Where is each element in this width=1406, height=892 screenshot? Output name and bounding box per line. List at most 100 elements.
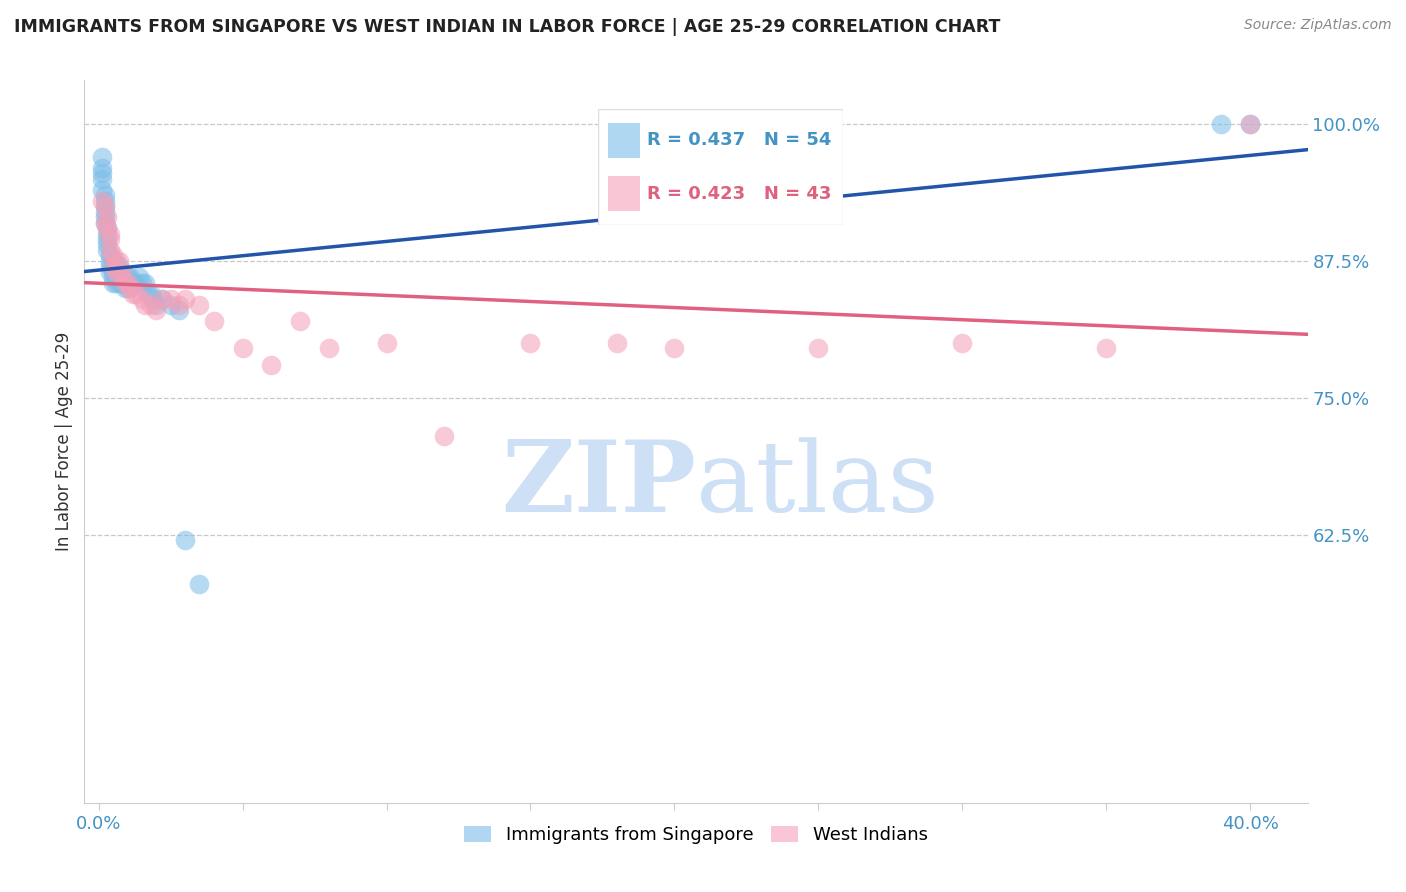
Point [159, 298, 181, 312]
Point [128, 270, 150, 285]
Point [1211, 117, 1233, 131]
Point [174, 533, 197, 547]
Point [90, 194, 112, 208]
Point [111, 276, 134, 290]
Point [96, 243, 118, 257]
Point [117, 270, 139, 285]
Point [318, 342, 340, 356]
Point [108, 276, 131, 290]
Point [433, 429, 456, 443]
Point [90, 161, 112, 175]
Legend: Immigrants from Singapore, West Indians: Immigrants from Singapore, West Indians [457, 819, 935, 852]
Point [131, 276, 153, 290]
Point [96, 221, 118, 235]
Point [188, 298, 211, 312]
Point [98, 248, 121, 262]
Point [134, 276, 156, 290]
Point [117, 281, 139, 295]
Point [98, 243, 121, 257]
Point [125, 286, 148, 301]
Point [98, 227, 121, 241]
Point [150, 292, 173, 306]
Point [1239, 117, 1261, 131]
Point [134, 298, 156, 312]
Point [101, 260, 124, 274]
Point [108, 253, 131, 268]
Point [519, 336, 541, 351]
Point [1239, 117, 1261, 131]
Point [93, 199, 115, 213]
Point [101, 270, 124, 285]
Point [98, 253, 121, 268]
Point [232, 342, 254, 356]
Point [169, 298, 191, 312]
Point [90, 150, 112, 164]
Point [145, 298, 167, 312]
Point [111, 265, 134, 279]
Point [105, 265, 128, 279]
Point [93, 199, 115, 213]
Point [120, 270, 142, 285]
Point [120, 281, 142, 295]
Point [606, 336, 628, 351]
Point [101, 276, 124, 290]
Point [105, 260, 128, 274]
Text: IMMIGRANTS FROM SINGAPORE VS WEST INDIAN IN LABOR FORCE | AGE 25-29 CORRELATION : IMMIGRANTS FROM SINGAPORE VS WEST INDIAN… [14, 18, 1001, 36]
Point [117, 276, 139, 290]
Point [90, 183, 112, 197]
Text: ZIP: ZIP [501, 436, 696, 533]
Point [101, 265, 124, 279]
Point [93, 210, 115, 224]
Point [202, 314, 225, 328]
Point [101, 253, 124, 268]
Point [98, 232, 121, 246]
Point [290, 314, 312, 328]
Point [114, 270, 136, 285]
Text: Source: ZipAtlas.com: Source: ZipAtlas.com [1244, 18, 1392, 32]
Point [93, 216, 115, 230]
Point [105, 265, 128, 279]
Point [93, 204, 115, 219]
Point [101, 260, 124, 274]
Point [159, 292, 181, 306]
Point [96, 221, 118, 235]
Point [145, 303, 167, 318]
Point [90, 166, 112, 180]
Point [93, 188, 115, 202]
Point [96, 227, 118, 241]
Point [664, 342, 686, 356]
Point [950, 336, 973, 351]
Point [108, 265, 131, 279]
Point [375, 336, 398, 351]
Point [114, 276, 136, 290]
Point [111, 265, 134, 279]
Point [98, 265, 121, 279]
Point [139, 298, 162, 312]
Point [125, 276, 148, 290]
Point [108, 260, 131, 274]
Point [131, 292, 153, 306]
Point [1095, 342, 1118, 356]
Point [101, 248, 124, 262]
Point [108, 270, 131, 285]
Text: atlas: atlas [696, 437, 939, 533]
Point [96, 232, 118, 246]
Point [90, 171, 112, 186]
Point [96, 237, 118, 252]
Point [105, 253, 128, 268]
Point [96, 210, 118, 224]
Point [260, 358, 283, 372]
Point [142, 292, 165, 306]
Point [93, 216, 115, 230]
Point [122, 286, 145, 301]
Point [136, 286, 159, 301]
Point [93, 194, 115, 208]
Point [150, 292, 173, 306]
Point [122, 276, 145, 290]
Y-axis label: In Labor Force | Age 25-29: In Labor Force | Age 25-29 [55, 332, 73, 551]
Point [188, 577, 211, 591]
Point [807, 342, 830, 356]
Point [174, 292, 197, 306]
Point [98, 260, 121, 274]
Point [105, 276, 128, 290]
